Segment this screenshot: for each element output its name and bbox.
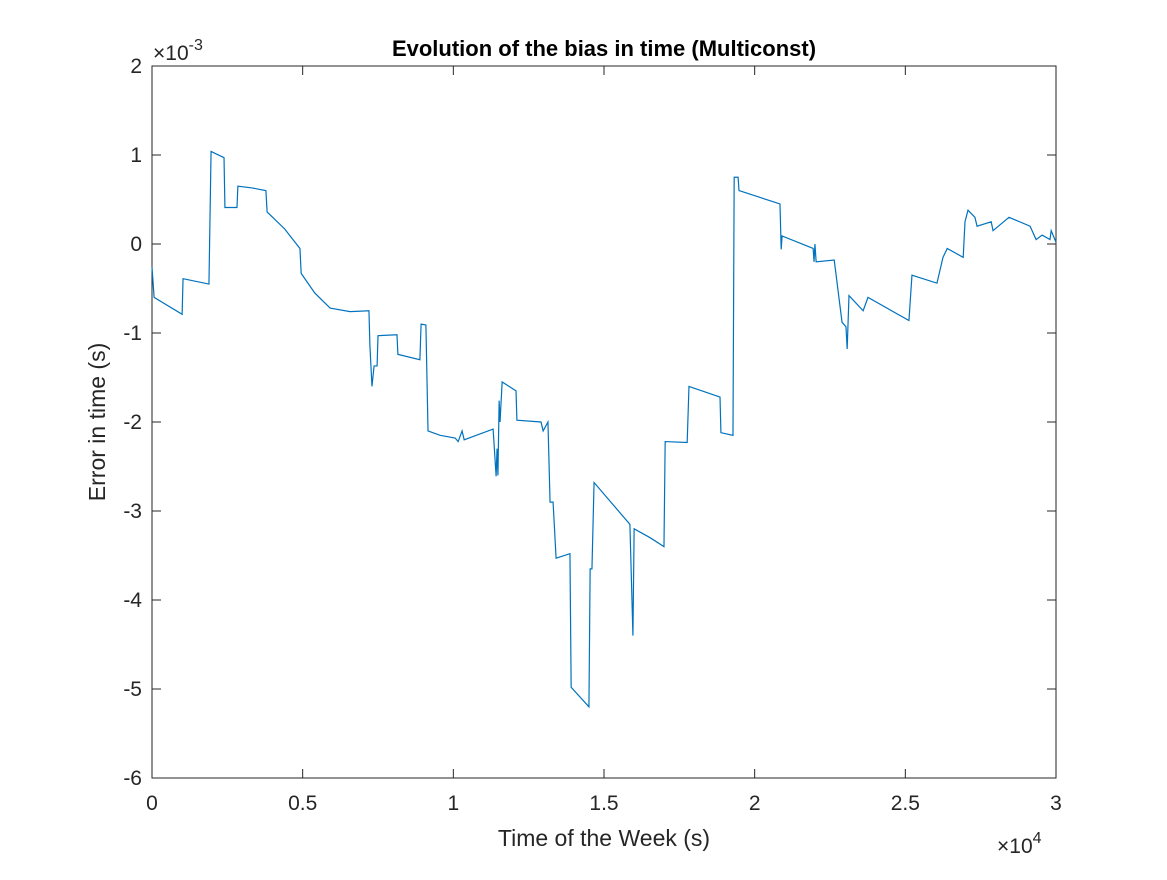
x-tick-label: 3 xyxy=(1050,792,1062,815)
y-tick-label: -3 xyxy=(123,500,142,523)
x-multiplier-base: ×10 xyxy=(997,835,1033,858)
y-axis-label: Error in time (s) xyxy=(84,343,110,501)
data-line xyxy=(151,150,1057,709)
y-tick-label: -1 xyxy=(123,322,142,345)
y-multiplier-power: -3 xyxy=(189,37,203,54)
y-tick-label: 2 xyxy=(130,55,142,78)
x-tick-label: 2.5 xyxy=(891,792,920,815)
y-multiplier: ×10-3 xyxy=(153,37,203,65)
x-axis-label: Time of the Week (s) xyxy=(498,825,710,851)
x-tick-label: 1.5 xyxy=(589,792,618,815)
y-tick-label: 1 xyxy=(130,144,142,167)
y-multiplier-base: ×10 xyxy=(153,42,189,65)
chart-title: Evolution of the bias in time (Multicons… xyxy=(392,36,816,61)
y-tick-label: -2 xyxy=(123,411,142,434)
x-tick-label: 2 xyxy=(749,792,761,815)
y-tick-label: -5 xyxy=(123,678,142,701)
x-multiplier: ×104 xyxy=(997,830,1042,858)
y-tick-label: 0 xyxy=(130,233,142,256)
x-tick-label: 0.5 xyxy=(288,792,317,815)
y-tick-label: -4 xyxy=(123,589,142,612)
x-tick-label: 0 xyxy=(146,792,158,815)
y-tick-label: -6 xyxy=(123,767,142,790)
plot-area xyxy=(151,65,1057,779)
x-tick-label: 1 xyxy=(447,792,459,815)
x-multiplier-power: 4 xyxy=(1033,830,1042,847)
